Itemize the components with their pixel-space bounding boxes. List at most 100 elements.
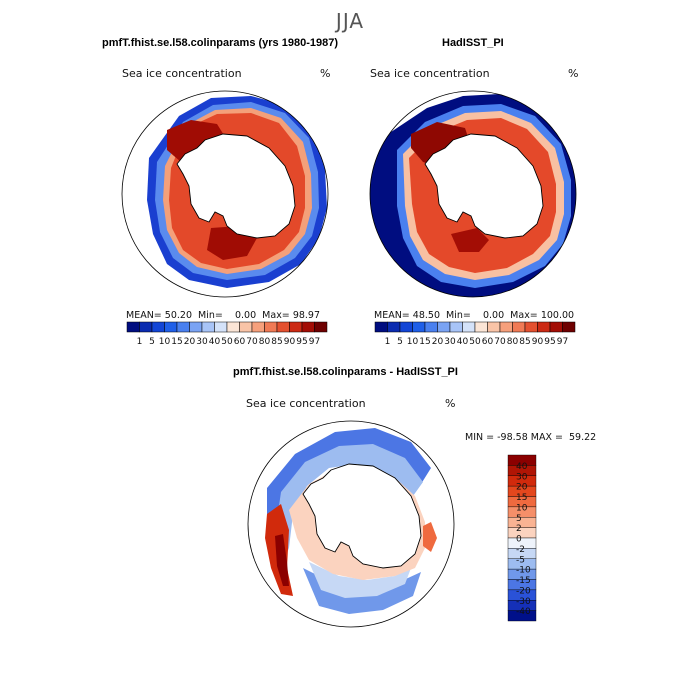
panel-3-stats: MIN = -98.58 MAX = 59.22	[465, 432, 597, 443]
panel-2-colorbar-tick: 97	[557, 337, 568, 347]
panel-3-colorbar-tick: -2	[516, 545, 525, 555]
panel-1-colorbar-swatch	[214, 321, 228, 333]
panel-2-colorbar-tick: 60	[482, 337, 494, 347]
panel-2-units-label: %	[568, 67, 579, 80]
panel-3-colorbar-tick: -5	[516, 555, 525, 565]
panel-1-colorbar-tick: 97	[309, 337, 320, 347]
panel-2-colorbar-swatch	[474, 321, 488, 333]
panel-1-colorbar-swatch	[151, 321, 165, 333]
panel-3-colorbar-tick: 30	[516, 472, 528, 482]
panel-1-colorbar-swatch	[176, 321, 190, 333]
panel-1-colorbar-swatch	[276, 321, 290, 333]
panel-1-colorbar-tick: 95	[296, 337, 307, 347]
panel-1-colorbar-swatch	[126, 321, 140, 333]
panel-3-colorbar-swatch	[507, 527, 537, 539]
panel-2-colorbar-tick: 20	[432, 337, 444, 347]
panel-3-colorbar-tick: -30	[516, 597, 531, 607]
panel-2-colorbar-swatch	[512, 321, 526, 333]
panel-2-variable-label: Sea ice concentration	[370, 67, 490, 80]
panel-3-map	[247, 420, 455, 628]
panel-1-colorbar-swatch	[201, 321, 215, 333]
panel-3-antarctica	[302, 463, 422, 569]
panel-2-colorbar-swatch	[437, 321, 451, 333]
panel-3-neg-south-light	[309, 562, 411, 598]
panel-1-colorbar-tick: 30	[196, 337, 208, 347]
panel-2-colorbar-tick: 85	[519, 337, 530, 347]
panel-3-colorbar-tick: 2	[516, 524, 522, 534]
panel-2-colorbar: 1 5 10 15 20 30 40 50 60 70 80 85 90 95 97	[374, 321, 576, 347]
panel-2-colorbar-tick: 90	[532, 337, 544, 347]
panel-3-map-boundary	[247, 420, 455, 628]
panel-3-colorbar-tick: 20	[516, 483, 528, 493]
panel-1-colorbar-tick: 40	[209, 337, 221, 347]
panel-1-colorbar-swatch	[164, 321, 178, 333]
panel-2-colorbar-swatch	[387, 321, 401, 333]
panel-3-colorbar-tick: 10	[516, 503, 528, 513]
panel-1-colorbar-swatch	[301, 321, 315, 333]
panel-1-map-boundary	[121, 90, 329, 298]
panel-2-stats: MEAN= 48.50 Min= 0.00 Max= 100.00	[374, 310, 575, 321]
panel-3-colorbar-swatch	[507, 610, 537, 622]
panel-2-colorbar-tick: 5	[397, 337, 403, 347]
panel-3-colorbar-tick: 0	[516, 535, 522, 545]
panel-1-colorbar-tick: 60	[234, 337, 246, 347]
panel-1-colorbar-swatch	[251, 321, 265, 333]
panel-2-colorbar-swatch	[537, 321, 551, 333]
panel-3-neg-ring-light	[275, 444, 423, 568]
panel-2-colorbar-tick: 15	[419, 337, 430, 347]
panel-2-colorbar-tick: 40	[457, 337, 469, 347]
panel-2-colorbar-tick: 1	[385, 337, 391, 347]
panel-1-colorbar-swatch	[226, 321, 240, 333]
panel-1-map	[121, 90, 329, 298]
season-title: JJA	[335, 9, 365, 33]
panel-1-colorbar-tick: 10	[159, 337, 171, 347]
panel-1-colorbar-swatch	[289, 321, 303, 333]
panel-1-units-label: %	[320, 67, 331, 80]
panel-1-colorbar-swatch	[264, 321, 278, 333]
panel-3-pos-west-core	[275, 534, 289, 586]
panel-3-colorbar-swatch	[507, 517, 537, 528]
panel-2-colorbar-swatch	[374, 321, 388, 333]
panel-1-colorbar-swatch	[189, 321, 203, 333]
panel-1-colorbar: 1 5 10 15 20 30 40 50 60 70 80 85 90 95 97	[126, 321, 328, 347]
panel-2-colorbar-swatch	[462, 321, 476, 333]
panel-3-variable-label: Sea ice concentration	[246, 397, 366, 410]
panel-3-units-label: %	[445, 397, 456, 410]
panel-2-colorbar-swatch	[549, 321, 563, 333]
panel-2-colorbar-swatch	[399, 321, 413, 333]
panel-1-colorbar-tick: 1	[137, 337, 143, 347]
panel-2-map	[369, 90, 577, 298]
panel-1-colorbar-tick: 90	[284, 337, 296, 347]
panel-2-colorbar-tick: 80	[507, 337, 519, 347]
panel-3-title: pmfT.fhist.se.l58.colinparams - HadISST_…	[233, 366, 458, 378]
panel-2-colorbar-swatch	[562, 321, 576, 333]
panel-2-map-boundary	[369, 90, 577, 298]
panel-2-colorbar-tick: 30	[444, 337, 456, 347]
panel-1-colorbar-tick: 85	[271, 337, 282, 347]
panel-2-colorbar-swatch	[524, 321, 538, 333]
panel-3-pos-east	[423, 522, 437, 552]
panel-1-stats: MEAN= 50.20 Min= 0.00 Max= 98.97	[126, 310, 321, 321]
panel-2-ice-max-ross	[451, 228, 489, 252]
panel-2-colorbar-swatch	[499, 321, 513, 333]
panel-2-colorbar-swatch	[449, 321, 463, 333]
panel-1-colorbar-tick: 5	[149, 337, 155, 347]
panel-1-colorbar-swatch	[314, 321, 328, 333]
panel-1-variable-label: Sea ice concentration	[122, 67, 242, 80]
panel-1-colorbar-tick: 70	[246, 337, 258, 347]
panel-3-colorbar-tick: -15	[516, 576, 531, 586]
panel-2-colorbar-swatch	[424, 321, 438, 333]
panel-3-colorbar-tick: 5	[516, 514, 522, 524]
panel-3-colorbar-tick: 40	[516, 462, 528, 472]
panel-2-title: HadISST_PI	[442, 37, 504, 49]
panel-1-colorbar-tick: 20	[184, 337, 196, 347]
panel-2-colorbar-tick: 70	[494, 337, 506, 347]
panel-1-colorbar-swatch	[139, 321, 153, 333]
panel-2-antarctica	[424, 133, 544, 239]
panel-2-colorbar-tick: 50	[469, 337, 481, 347]
panel-2-colorbar-swatch	[412, 321, 426, 333]
panel-1-colorbar-tick: 80	[259, 337, 271, 347]
panel-3-colorbar-tick: -20	[516, 586, 531, 596]
panel-2-colorbar-swatch	[487, 321, 501, 333]
